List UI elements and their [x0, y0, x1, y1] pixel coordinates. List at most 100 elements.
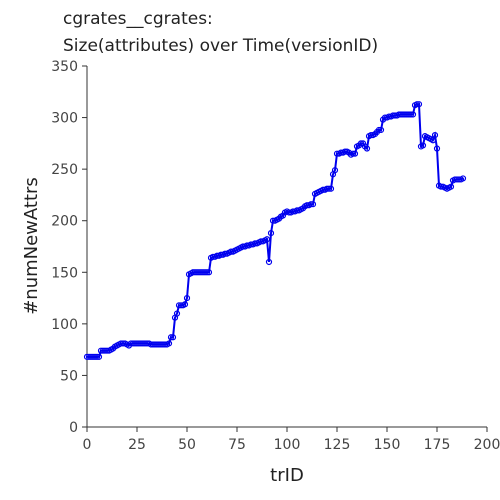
y-tick-label: 100 — [51, 317, 78, 333]
point — [303, 202, 311, 209]
point — [395, 111, 403, 118]
point — [269, 217, 277, 224]
point — [165, 340, 173, 347]
point — [135, 340, 143, 347]
point — [119, 340, 127, 347]
point — [401, 111, 409, 118]
x-tick-label: 200 — [474, 437, 500, 453]
point — [131, 340, 139, 347]
y-tick-label: 300 — [51, 111, 78, 127]
point — [409, 111, 417, 118]
point — [201, 269, 209, 276]
point — [199, 269, 207, 276]
point — [357, 140, 365, 147]
point — [397, 111, 405, 118]
point — [95, 353, 103, 360]
point — [195, 269, 203, 276]
point — [251, 240, 259, 247]
point — [143, 340, 151, 347]
point — [341, 148, 349, 155]
point — [399, 111, 407, 118]
point — [323, 185, 331, 192]
point — [413, 101, 421, 108]
point — [99, 347, 107, 354]
point — [385, 113, 393, 120]
x-tick-label: 175 — [424, 437, 451, 453]
point — [391, 112, 399, 119]
point — [333, 150, 341, 157]
point — [205, 269, 213, 276]
point — [447, 183, 455, 190]
point — [161, 341, 169, 348]
point — [453, 176, 461, 183]
point — [325, 185, 333, 192]
point — [405, 111, 413, 118]
point — [85, 353, 93, 360]
point — [267, 229, 275, 237]
point — [97, 347, 105, 354]
point — [415, 101, 423, 108]
point — [367, 132, 375, 139]
point — [221, 250, 229, 257]
y-tick-label: 0 — [69, 420, 78, 436]
x-tick-label: 125 — [324, 437, 351, 453]
point — [87, 353, 95, 360]
point — [193, 269, 201, 276]
x-tick-label: 0 — [83, 437, 92, 453]
point — [257, 238, 265, 245]
point — [293, 207, 301, 214]
point — [285, 209, 293, 216]
y-tick-label: 200 — [51, 214, 78, 230]
point — [139, 340, 147, 347]
point — [247, 241, 255, 248]
point — [209, 253, 217, 260]
point — [309, 201, 317, 208]
point — [307, 201, 315, 208]
point — [173, 310, 181, 317]
x-tick-label: 100 — [274, 437, 301, 453]
point — [349, 150, 357, 157]
point — [289, 208, 297, 215]
point — [437, 183, 445, 190]
y-tick-label: 350 — [51, 59, 78, 75]
x-tick-label: 25 — [128, 437, 146, 453]
point — [451, 176, 459, 183]
point — [459, 175, 467, 182]
point — [117, 340, 125, 347]
point — [93, 353, 101, 360]
point — [133, 340, 141, 347]
point — [197, 269, 205, 276]
point — [149, 341, 157, 348]
point — [433, 145, 441, 152]
point — [103, 347, 111, 354]
point — [381, 114, 389, 121]
series-line — [87, 103, 464, 358]
point — [239, 243, 247, 250]
point — [419, 142, 427, 149]
point — [363, 145, 371, 152]
point — [319, 186, 327, 193]
point — [151, 341, 159, 348]
point — [157, 341, 165, 348]
point — [331, 167, 339, 174]
point — [127, 340, 135, 347]
point — [101, 347, 109, 354]
point — [227, 248, 235, 255]
chart-subtitle: Size(attributes) over Time(versionID) — [63, 36, 378, 56]
point — [389, 112, 397, 119]
point — [265, 258, 273, 266]
point — [175, 302, 183, 309]
point — [203, 269, 211, 276]
x-axis-label: trID — [270, 465, 304, 486]
chart-title: cgrates__cgrates: — [63, 9, 213, 29]
point — [147, 341, 155, 348]
point — [327, 185, 335, 192]
point — [429, 137, 437, 144]
point — [431, 132, 439, 139]
point — [189, 269, 197, 276]
point — [243, 242, 251, 249]
point — [167, 334, 175, 341]
point — [89, 353, 97, 360]
point — [337, 149, 345, 156]
point — [351, 150, 359, 157]
